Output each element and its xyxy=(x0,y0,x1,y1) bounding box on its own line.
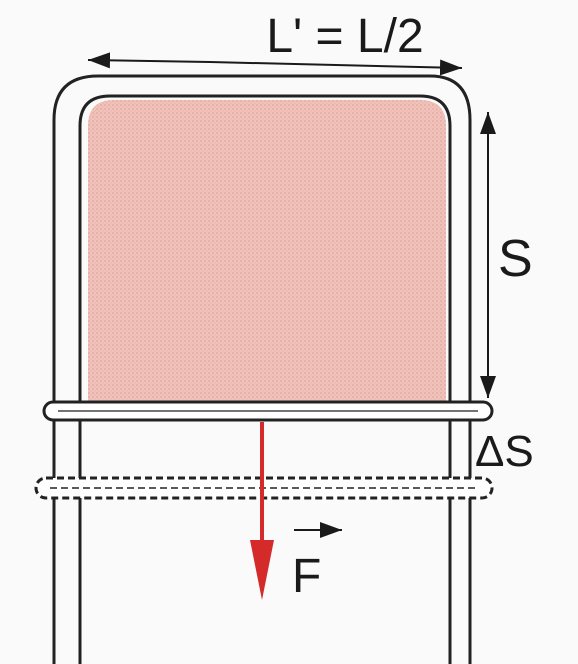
force-label: F xyxy=(292,550,321,603)
wire-frame-inner xyxy=(78,94,452,664)
wire-frame xyxy=(52,74,472,664)
width-label: L' = L/2 xyxy=(266,10,423,63)
wire-frame-outer xyxy=(52,74,472,664)
sliding-wire xyxy=(42,400,494,422)
soap-film xyxy=(88,100,446,410)
force-arrow xyxy=(250,422,274,600)
side-length-label: S xyxy=(498,230,533,288)
width-dimension-arrow xyxy=(87,52,211,69)
displacement-label: ΔS xyxy=(475,427,534,476)
width-dimension-arrow-right xyxy=(209,59,463,76)
